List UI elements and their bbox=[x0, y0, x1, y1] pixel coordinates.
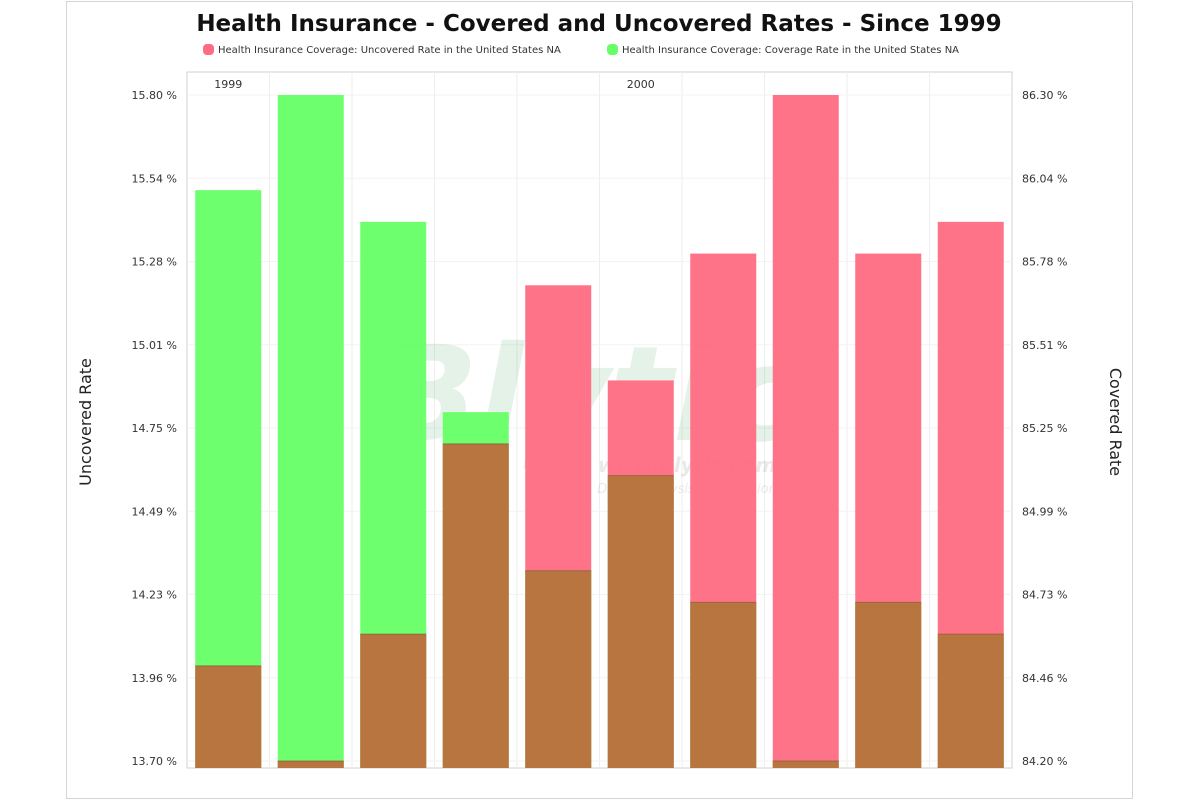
bar-group[interactable] bbox=[607, 380, 674, 768]
chart: Health Insurance - Covered and Uncovered… bbox=[67, 2, 1132, 798]
bar-covered[interactable] bbox=[277, 95, 344, 768]
left-tick-label: 14.23 % bbox=[132, 589, 177, 602]
chart-title: Health Insurance - Covered and Uncovered… bbox=[196, 11, 1001, 37]
left-axis-title: Uncovered Rate bbox=[76, 358, 95, 486]
x-axis-labels: 1999 2000 bbox=[214, 78, 655, 91]
bar-overlap bbox=[442, 443, 509, 768]
left-tick-label: 13.96 % bbox=[132, 672, 177, 685]
right-tick-label: 86.04 % bbox=[1022, 172, 1067, 185]
right-tick-label: 85.51 % bbox=[1022, 339, 1067, 352]
right-tick-label: 85.78 % bbox=[1022, 256, 1067, 269]
bar-group[interactable] bbox=[442, 412, 509, 768]
left-tick-label: 14.49 % bbox=[132, 505, 177, 518]
right-axis-ticks: 84.20 % 84.46 % 84.73 % 84.99 % 85.25 % 85.51… bbox=[1022, 89, 1067, 768]
bar-group[interactable] bbox=[277, 95, 344, 768]
right-tick-label: 85.25 % bbox=[1022, 422, 1067, 435]
bars bbox=[195, 95, 1004, 769]
x-axis-label: 1999 bbox=[214, 78, 242, 91]
legend-swatch-covered bbox=[607, 44, 618, 55]
bar-group[interactable] bbox=[525, 285, 592, 768]
right-tick-label: 84.99 % bbox=[1022, 505, 1067, 518]
bar-group[interactable] bbox=[772, 95, 839, 768]
bar-overlap bbox=[772, 761, 839, 768]
bar-overlap bbox=[607, 475, 674, 768]
legend-item-covered[interactable]: Health Insurance Coverage: Coverage Rate… bbox=[607, 44, 959, 56]
bar-group[interactable] bbox=[855, 253, 922, 769]
bar-group[interactable] bbox=[690, 253, 757, 769]
legend-label-uncovered: Health Insurance Coverage: Uncovered Rat… bbox=[218, 45, 561, 56]
right-tick-label: 86.30 % bbox=[1022, 89, 1067, 102]
right-tick-label: 84.73 % bbox=[1022, 589, 1067, 602]
bar-overlap bbox=[690, 602, 757, 768]
left-tick-label: 15.80 % bbox=[132, 89, 177, 102]
bar-overlap bbox=[855, 602, 922, 768]
right-tick-label: 84.20 % bbox=[1022, 755, 1067, 768]
bar-uncovered[interactable] bbox=[772, 95, 839, 768]
left-tick-label: 13.70 % bbox=[132, 755, 177, 768]
left-tick-label: 15.01 % bbox=[132, 339, 177, 352]
left-tick-label: 15.54 % bbox=[132, 172, 177, 185]
left-tick-label: 14.75 % bbox=[132, 422, 177, 435]
bar-group[interactable] bbox=[937, 221, 1004, 768]
legend-swatch-uncovered bbox=[203, 44, 214, 55]
left-tick-label: 15.28 % bbox=[132, 256, 177, 269]
bar-overlap bbox=[525, 570, 592, 768]
right-axis-title: Covered Rate bbox=[1106, 368, 1125, 476]
legend: Health Insurance Coverage: Uncovered Rat… bbox=[203, 44, 959, 56]
chart-frame: Health Insurance - Covered and Uncovered… bbox=[66, 1, 1133, 799]
bar-overlap bbox=[277, 761, 344, 768]
left-axis-ticks: 13.70 % 13.96 % 14.23 % 14.49 % 14.75 % 15.01… bbox=[132, 89, 177, 768]
bar-group[interactable] bbox=[195, 190, 262, 769]
bar-overlap bbox=[195, 665, 262, 768]
bar-overlap bbox=[937, 634, 1004, 768]
legend-label-covered: Health Insurance Coverage: Coverage Rate… bbox=[622, 45, 959, 56]
legend-item-uncovered[interactable]: Health Insurance Coverage: Uncovered Rat… bbox=[203, 44, 561, 56]
bar-group[interactable] bbox=[360, 221, 427, 768]
right-tick-label: 84.46 % bbox=[1022, 672, 1067, 685]
bar-overlap bbox=[360, 634, 427, 768]
x-axis-label: 2000 bbox=[627, 78, 655, 91]
